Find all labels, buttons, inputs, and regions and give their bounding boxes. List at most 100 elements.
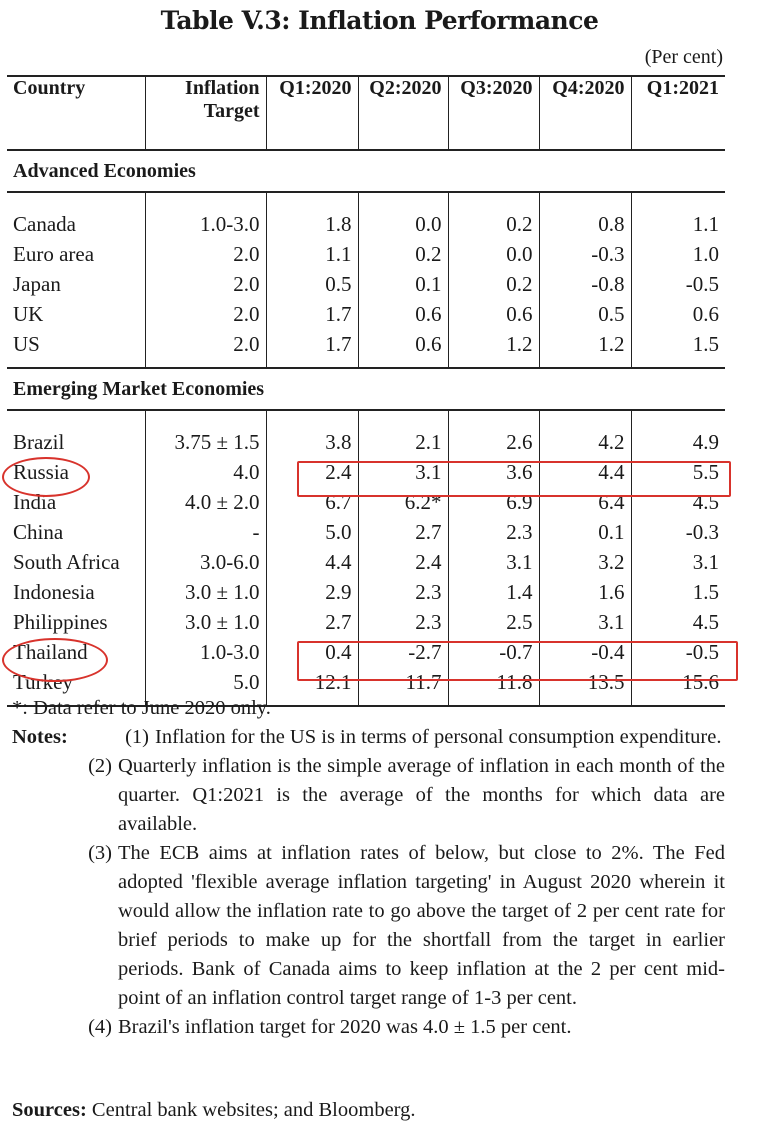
value-cell: 11.7 [357, 667, 448, 707]
table-row: Canada 1.0-3.0 1.8 0.0 0.2 0.8 1.1 [7, 192, 725, 239]
target-cell: 4.0 ± 2.0 [144, 487, 266, 517]
target-cell: 2.0 [144, 329, 266, 368]
value-cell: 1.5 [630, 577, 725, 607]
value-cell: 1.5 [630, 329, 725, 368]
value-cell: -0.5 [630, 269, 725, 299]
sources-label: Sources: [12, 1099, 87, 1121]
sources-line: Sources: Central bank websites; and Bloo… [12, 1099, 416, 1122]
value-cell: 4.5 [630, 607, 725, 637]
group-name: Advanced Economies [7, 150, 725, 193]
value-cell: 3.2 [538, 547, 631, 577]
notes-section: Notes: (1) Inflation for the US is in te… [12, 723, 725, 1042]
value-cell: 0.2 [447, 192, 539, 239]
country-cell: Philippines [13, 610, 108, 634]
group-header-row: Advanced Economies [7, 150, 725, 193]
table-row: Japan 2.0 0.5 0.1 0.2 -0.8 -0.5 [7, 269, 725, 299]
notes-label: Notes: [12, 726, 68, 748]
value-cell: 0.0 [447, 239, 539, 269]
india-highlight-oval [2, 457, 90, 497]
value-cell: 2.3 [357, 607, 448, 637]
value-cell: 2.3 [357, 577, 448, 607]
value-cell: 1.7 [265, 299, 358, 329]
value-cell: 3.1 [447, 547, 539, 577]
table-row: UK 2.0 1.7 0.6 0.6 0.5 0.6 [7, 299, 725, 329]
turkey-highlight-box [297, 641, 738, 681]
value-cell: 1.1 [630, 192, 725, 239]
country-cell: Japan [13, 272, 61, 296]
value-cell: 1.1 [265, 239, 358, 269]
note-text: The ECB aims at inflation rates of below… [118, 842, 725, 1009]
note-number: (4) [88, 1016, 112, 1038]
note-number: (2) [88, 755, 112, 777]
country-cell: Euro area [13, 242, 95, 266]
value-cell: 2.1 [357, 410, 448, 457]
india-highlight-box [297, 461, 731, 497]
col-header-country: Country [7, 75, 145, 151]
value-cell: 3.1 [630, 547, 725, 577]
value-cell: 3.1 [538, 607, 631, 637]
unit-label: (Per cent) [644, 46, 723, 68]
col-header-q1-2021: Q1:2021 [630, 75, 725, 151]
target-cell: 3.0 ± 1.0 [144, 577, 266, 607]
note-4: (4) Brazil's inflation target for 2020 w… [12, 1013, 725, 1042]
value-cell: 0.5 [265, 269, 358, 299]
value-cell: 0.5 [538, 299, 631, 329]
country-cell: South Africa [13, 550, 120, 574]
country-cell: US [13, 332, 40, 356]
value-cell: 2.7 [357, 517, 448, 547]
note-2: (2) Quarterly inflation is the simple av… [12, 752, 725, 839]
value-cell: 6.9 [447, 487, 539, 517]
col-header-target: Inflation Target [144, 75, 266, 151]
value-cell: -0.8 [538, 269, 631, 299]
value-cell: 4.9 [630, 410, 725, 457]
target-cell: 4.0 [144, 457, 266, 487]
col-header-q3-2020: Q3:2020 [447, 75, 539, 151]
group-header-row: Emerging Market Economies [7, 367, 725, 411]
note-text: Brazil's inflation target for 2020 was 4… [118, 1016, 572, 1038]
value-cell: 11.8 [447, 667, 539, 707]
value-cell: 2.5 [447, 607, 539, 637]
country-cell: UK [13, 302, 44, 326]
note-1: Notes: (1) Inflation for the US is in te… [12, 723, 725, 752]
value-cell: 3.8 [265, 410, 358, 457]
value-cell: 6.4 [538, 487, 631, 517]
turkey-highlight-oval [2, 638, 108, 682]
value-cell: 6.2* [357, 487, 448, 517]
target-cell: 5.0 [144, 667, 266, 707]
table-row: China -5.0 2.7 2.3 0.1 -0.3 [7, 517, 725, 547]
note-number: (3) [88, 842, 112, 864]
value-cell: 15.6 [630, 667, 725, 707]
value-cell: 0.8 [538, 192, 631, 239]
value-cell: 1.4 [447, 577, 539, 607]
value-cell: 2.9 [265, 577, 358, 607]
target-cell: 1.0-3.0 [144, 192, 266, 239]
target-cell: 2.0 [144, 299, 266, 329]
target-cell: 3.0 ± 1.0 [144, 607, 266, 637]
country-cell: Indonesia [13, 580, 95, 604]
table-row: Euro area 2.0 1.1 0.2 0.0 -0.3 1.0 [7, 239, 725, 269]
table-row: South Africa 3.0-6.0 4.4 2.4 3.1 3.2 3.1 [7, 547, 725, 577]
value-cell: -0.3 [538, 239, 631, 269]
value-cell: 0.6 [357, 299, 448, 329]
value-cell: 2.4 [357, 547, 448, 577]
note-text: Inflation for the US is in terms of pers… [155, 726, 722, 748]
value-cell: 6.7 [265, 487, 358, 517]
target-cell: 2.0 [144, 239, 266, 269]
header-row: Country Inflation Target Q1:2020 Q2:2020 … [7, 75, 725, 151]
note-text: Quarterly inflation is the simple averag… [118, 755, 725, 835]
value-cell: 12.1 [265, 667, 358, 707]
table-row: Brazil 3.75 ± 1.5 3.8 2.1 2.6 4.2 4.9 [7, 410, 725, 457]
inflation-table: Country Inflation Target Q1:2020 Q2:2020 … [7, 75, 725, 707]
country-cell: Brazil [13, 430, 65, 454]
value-cell: 4.5 [630, 487, 725, 517]
table-title: Table V.3: Inflation Performance [160, 6, 599, 35]
value-cell: 2.7 [265, 607, 358, 637]
value-cell: 1.6 [538, 577, 631, 607]
value-cell: -0.3 [630, 517, 725, 547]
target-cell: 1.0-3.0 [144, 637, 266, 667]
footnote: *: Data refer to June 2020 only. [12, 697, 271, 719]
value-cell: 1.0 [630, 239, 725, 269]
target-cell: 3.75 ± 1.5 [144, 410, 266, 457]
value-cell: 0.6 [447, 299, 539, 329]
sources-text: Central bank websites; and Bloomberg. [91, 1099, 416, 1121]
